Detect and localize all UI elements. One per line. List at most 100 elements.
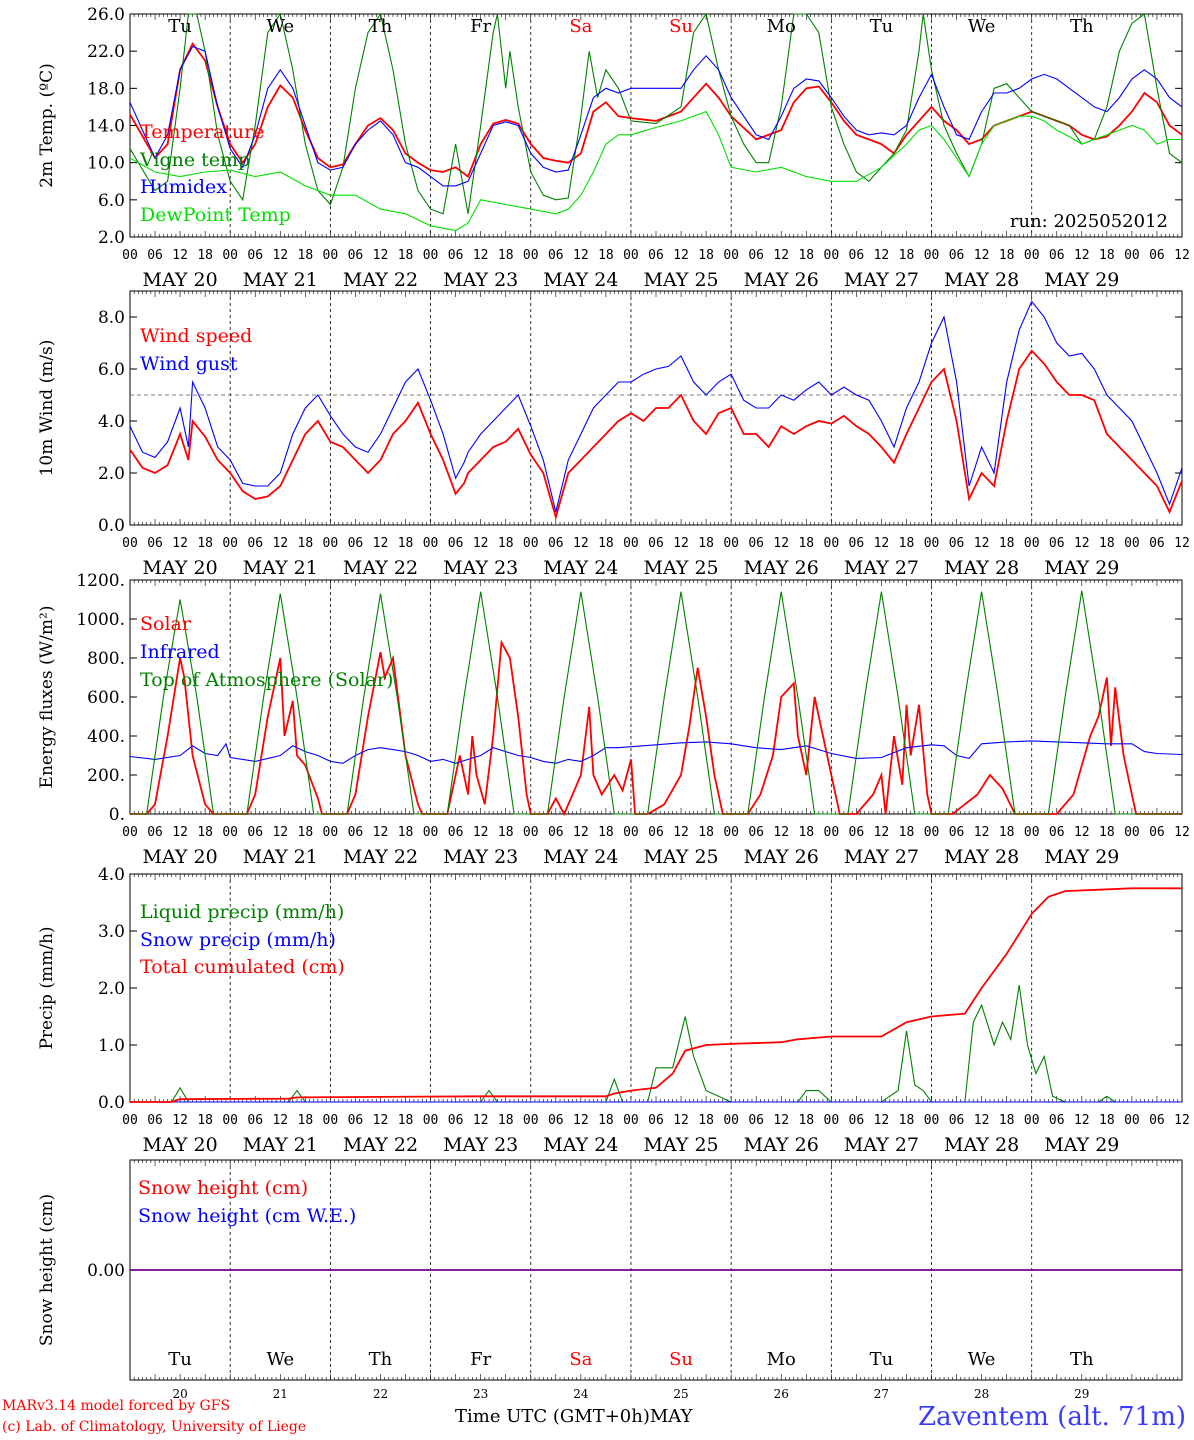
hour-tick-label: 06: [548, 825, 564, 840]
weekday-label: Tu: [168, 1349, 192, 1370]
legend-entry: Snow precip (mm/h): [140, 929, 336, 951]
hour-tick-label: 06: [448, 825, 464, 840]
hour-tick-label: 12: [974, 1113, 990, 1128]
hour-tick-label: 12: [373, 1113, 389, 1128]
hour-tick-label: 06: [448, 248, 464, 263]
hour-tick-label: 12: [373, 536, 389, 551]
weekday-label: Fr: [470, 1349, 491, 1370]
date-label: MAY 20: [143, 846, 218, 868]
date-label: MAY 20: [143, 557, 218, 579]
hour-tick-label: 00: [423, 825, 439, 840]
day-number-label: 28: [974, 1387, 989, 1401]
date-label: MAY 21: [243, 1134, 318, 1156]
hour-tick-label: 00: [623, 825, 639, 840]
hour-tick-label: 06: [147, 536, 163, 551]
hour-tick-label: 18: [1099, 1113, 1115, 1128]
hour-tick-label: 18: [899, 536, 915, 551]
hour-tick-label: 00: [1024, 536, 1040, 551]
hour-tick-label: 18: [698, 825, 714, 840]
hour-tick-label: 00: [523, 536, 539, 551]
date-label: MAY 24: [543, 846, 618, 868]
y-tick-label: 10.0: [87, 154, 125, 174]
date-label: MAY 29: [1044, 1134, 1119, 1156]
legend-entry: Humidex: [140, 176, 227, 198]
hour-tick-label: 06: [1049, 248, 1065, 263]
hour-tick-label: 06: [949, 825, 965, 840]
hour-tick-label: 12: [974, 536, 990, 551]
date-label: MAY 29: [1044, 269, 1119, 291]
y-tick-label: 800.: [87, 649, 125, 669]
legend-entry: Vigne temp: [139, 149, 250, 171]
day-number-label: 24: [573, 1387, 589, 1401]
y-tick-label: 4.0: [98, 412, 125, 432]
hour-tick-label: 00: [122, 536, 138, 551]
hour-tick-label: 06: [147, 1113, 163, 1128]
hour-tick-label: 00: [1024, 1113, 1040, 1128]
hour-tick-label: 18: [298, 1113, 314, 1128]
hour-tick-label: 06: [949, 536, 965, 551]
hour-tick-label: 12: [272, 536, 288, 551]
date-label: MAY 27: [844, 846, 919, 868]
legend-entry: Wind speed: [140, 325, 252, 347]
legend-entry: Infrared: [140, 641, 220, 663]
hour-tick-label: 06: [247, 248, 263, 263]
hour-tick-label: 18: [197, 536, 213, 551]
hour-tick-label: 18: [197, 1113, 213, 1128]
hour-tick-label: 18: [498, 825, 514, 840]
hour-tick-label: 00: [623, 536, 639, 551]
hour-tick-label: 12: [773, 248, 789, 263]
legend-entry: Total cumulated (cm): [140, 956, 345, 978]
y-tick-label: 26.0: [87, 5, 125, 25]
hour-tick-label: 00: [122, 1113, 138, 1128]
y-tick-label: 22.0: [87, 42, 125, 62]
hour-tick-label: 06: [348, 1113, 364, 1128]
hour-tick-label: 00: [423, 536, 439, 551]
day-number-label: 21: [273, 1387, 288, 1401]
date-label: MAY 24: [543, 1134, 618, 1156]
hour-tick-label: 18: [498, 1113, 514, 1128]
hour-tick-label: 00: [222, 825, 238, 840]
hour-tick-label: 06: [247, 1113, 263, 1128]
date-label: MAY 27: [844, 1134, 919, 1156]
hour-tick-label: 18: [999, 1113, 1015, 1128]
hour-tick-label: 06: [748, 536, 764, 551]
hour-tick-label: 00: [1024, 825, 1040, 840]
hour-tick-label: 12: [272, 1113, 288, 1128]
hour-tick-label: 06: [849, 248, 865, 263]
date-label: MAY 24: [543, 557, 618, 579]
date-label: MAY 22: [343, 846, 418, 868]
date-label: MAY 21: [243, 269, 318, 291]
time-axis-title: Time UTC (GMT+0h)MAY: [455, 1406, 692, 1427]
date-label: MAY 28: [944, 557, 1019, 579]
date-label: MAY 23: [443, 269, 518, 291]
month-label: MAY: [649, 1406, 693, 1427]
hour-tick-label: 18: [498, 536, 514, 551]
hour-tick-label: 00: [323, 825, 339, 840]
date-label: MAY 28: [944, 269, 1019, 291]
hour-tick-label: 18: [698, 248, 714, 263]
date-label: MAY 21: [243, 846, 318, 868]
hour-tick-label: 00: [523, 825, 539, 840]
date-label: MAY 27: [844, 557, 919, 579]
date-label: MAY 26: [744, 557, 819, 579]
day-number-label: 29: [1074, 1387, 1089, 1401]
day-number-label: 23: [473, 1387, 488, 1401]
hour-tick-label: 18: [398, 1113, 414, 1128]
hour-tick-label: 12: [172, 825, 188, 840]
date-label: MAY 20: [143, 269, 218, 291]
series-line: [129, 41, 1183, 179]
hour-tick-label: 06: [1049, 825, 1065, 840]
hour-tick-label: 12: [673, 248, 689, 263]
series-line: [129, 740, 1183, 764]
weekday-label: Su: [669, 16, 693, 37]
hour-tick-label: 06: [1149, 1113, 1165, 1128]
hour-tick-label: 18: [398, 536, 414, 551]
weekday-label: Mo: [767, 1349, 796, 1370]
weekday-label: Th: [369, 1349, 393, 1370]
series-line: [130, 590, 1182, 815]
time-axis-label: Time UTC (GMT+0h): [455, 1406, 650, 1427]
date-label: MAY 26: [744, 1134, 819, 1156]
hour-tick-label: 00: [323, 536, 339, 551]
y-tick-label: 0.00: [87, 1261, 125, 1281]
hour-tick-label: 00: [222, 1113, 238, 1128]
